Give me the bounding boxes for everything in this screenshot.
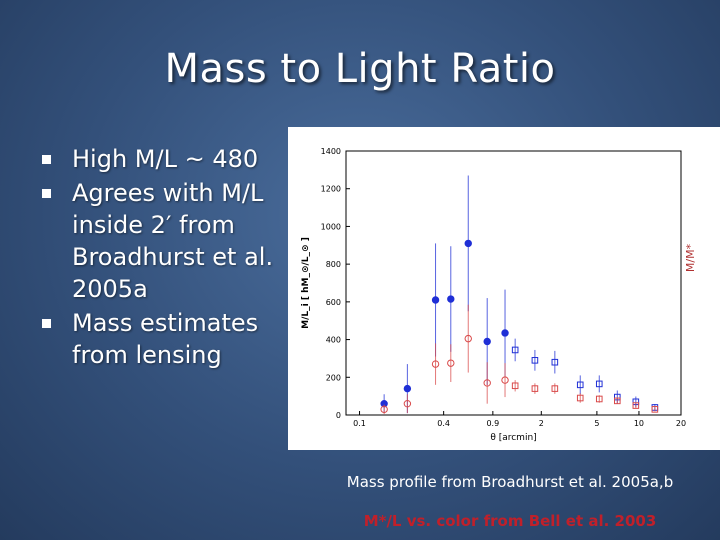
data-point	[431, 360, 440, 368]
data-point	[576, 381, 584, 389]
data-point	[632, 402, 640, 409]
x-tick-label: 10	[634, 419, 644, 428]
bullet-text: High M/L ~ 480	[72, 145, 259, 173]
data-point	[614, 397, 621, 405]
data-point	[651, 406, 659, 413]
plot-frame	[345, 150, 682, 416]
data-point	[403, 384, 412, 393]
data-point	[483, 379, 491, 387]
bullet-item: High M/L ~ 480	[42, 143, 292, 175]
data-point	[531, 385, 539, 392]
data-point	[531, 357, 539, 364]
data-point	[511, 346, 519, 354]
square-bullet-icon	[42, 155, 51, 164]
bullet-item: Agrees with M/L inside 2′ from Broadhurs…	[42, 177, 292, 305]
y-tick-label: 200	[326, 373, 341, 382]
figure-caption: Mass profile from Broadhurst et al. 2005…	[346, 473, 674, 491]
data-point	[447, 295, 455, 303]
data-point	[511, 382, 519, 390]
slide-title: Mass to Light Ratio	[164, 46, 556, 92]
data-point	[595, 395, 603, 403]
data-point	[483, 337, 491, 346]
data-point	[501, 329, 509, 337]
y-axis-label-right: M/M*	[684, 243, 697, 272]
data-point	[501, 376, 509, 384]
bullet-item: Mass estimates from lensing	[42, 307, 292, 371]
data-point	[447, 359, 455, 367]
y-tick-label: 400	[326, 336, 341, 345]
data-point	[464, 239, 472, 248]
x-tick-label: 0.4	[437, 419, 450, 428]
square-bullet-icon	[42, 319, 51, 328]
y-axis-label: M/L_i [ hM_⊙/L_⊙ ]	[301, 237, 311, 329]
square-bullet-icon	[42, 189, 51, 198]
y-tick-label: 0	[336, 411, 341, 420]
data-point	[551, 358, 559, 366]
y-tick-label: 1400	[321, 147, 341, 156]
x-tick-label: 20	[676, 419, 686, 428]
x-axis-label: θ [arcmin]	[490, 433, 536, 443]
bullet-text: Agrees with M/L inside 2′ from Broadhurs…	[72, 179, 274, 303]
data-point	[576, 394, 584, 402]
mass-to-light-plot: 0 200 400 600 800 1000 1200 1400 0.1 0.4 0.9 2 5 10 20…	[301, 147, 697, 443]
data-point	[551, 385, 559, 392]
x-tick-label: 2	[539, 419, 544, 428]
x-tick-label: 5	[594, 419, 599, 428]
data-point	[464, 334, 472, 343]
x-tick-label: 0.9	[486, 419, 499, 428]
plot-panel: 0 200 400 600 800 1000 1200 1400 0.1 0.4 0.9 2 5 10 20…	[288, 127, 720, 450]
y-tick-label: 600	[326, 298, 341, 307]
bullet-list: High M/L ~ 480 Agrees with M/L inside 2′…	[42, 143, 292, 371]
data-point	[431, 296, 440, 304]
figure-caption-secondary: M*/L vs. color from Bell et al. 2003	[363, 512, 657, 530]
y-tick-label: 1000	[321, 222, 341, 231]
data-point	[595, 380, 603, 388]
y-tick-label: 1200	[321, 185, 341, 194]
bullet-text: Mass estimates from lensing	[72, 309, 259, 369]
data-point	[380, 405, 388, 414]
data-point	[403, 399, 412, 408]
y-tick-label: 800	[326, 260, 341, 269]
x-tick-label: 0.1	[353, 419, 366, 428]
